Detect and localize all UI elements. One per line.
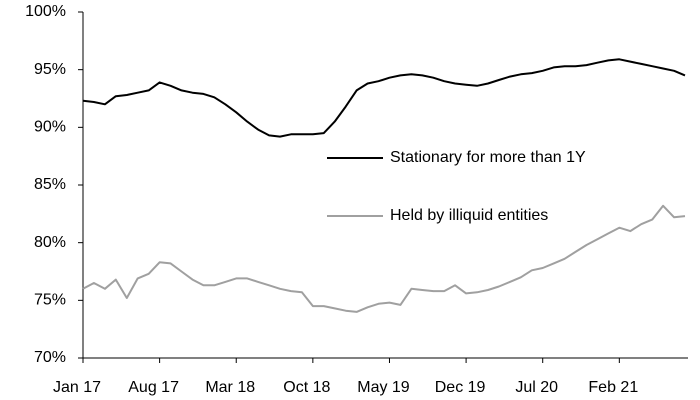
x-tick-label: Oct 18 bbox=[283, 379, 330, 396]
x-tick-label: Aug 17 bbox=[128, 379, 179, 396]
legend-label: Held by illiquid entities bbox=[390, 207, 548, 224]
y-tick-label: 100% bbox=[25, 3, 66, 20]
y-tick-label: 70% bbox=[34, 349, 66, 366]
y-tick-label: 95% bbox=[34, 61, 66, 78]
x-tick-label: Feb 21 bbox=[588, 379, 638, 396]
y-tick-label: 85% bbox=[34, 176, 66, 193]
legend-label: Stationary for more than 1Y bbox=[390, 149, 586, 166]
y-tick-label: 75% bbox=[34, 292, 66, 309]
x-tick-label: Dec 19 bbox=[435, 379, 486, 396]
series-line bbox=[82, 58, 686, 138]
x-tick-label: Mar 18 bbox=[205, 379, 255, 396]
y-tick-label: 80% bbox=[34, 234, 66, 251]
x-tick-label: Jan 17 bbox=[53, 379, 101, 396]
y-tick-label: 90% bbox=[34, 119, 66, 136]
series-line bbox=[82, 204, 686, 313]
x-tick-label: May 19 bbox=[357, 379, 410, 396]
x-tick-label: Jul 20 bbox=[515, 379, 558, 396]
